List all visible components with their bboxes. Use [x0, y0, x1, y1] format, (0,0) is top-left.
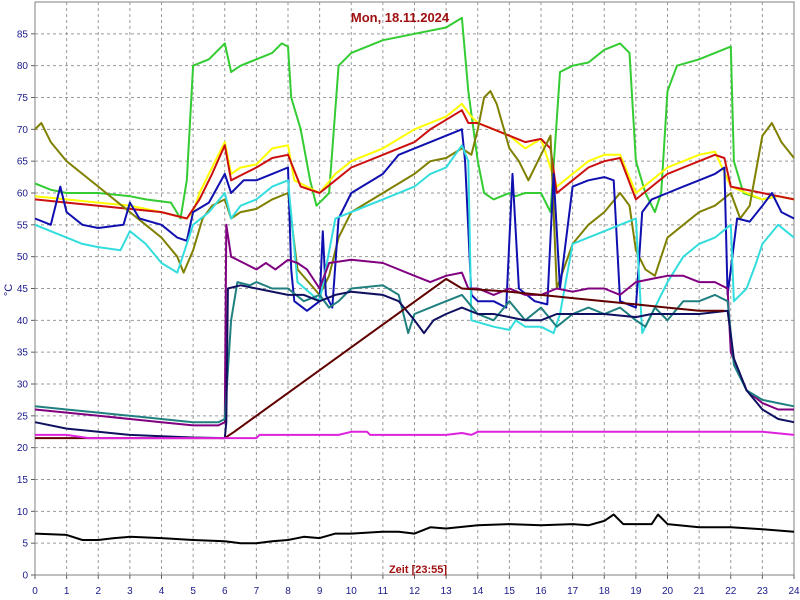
x-tick-label: 20 [662, 586, 674, 597]
series-line-9 [34, 284, 795, 440]
x-tick-label: 14 [472, 586, 484, 597]
x-tick-label: 9 [317, 586, 323, 597]
x-tick-labels: 0 1 2 3 4 5 6 7 8 9 10 11 12 13 14 15 16 17 18 19 20 21 22 23 24 [32, 575, 800, 597]
y-tick-label: 70 [17, 125, 29, 136]
x-axis-label: Zeit [23:55] [389, 564, 447, 576]
series-line-12 [34, 513, 795, 545]
y-tick-label: 85 [17, 29, 29, 40]
grid-lines [35, 2, 794, 575]
chart-title: Mon, 18.11.2024 [351, 10, 450, 25]
series-line-10 [35, 277, 725, 440]
x-tick-label: 3 [127, 586, 133, 597]
y-tick-label: 25 [17, 411, 29, 422]
x-tick-label: 17 [567, 586, 579, 597]
x-tick-label: 16 [535, 586, 547, 597]
x-tick-label: 22 [725, 586, 737, 597]
x-tick-label: 8 [285, 586, 291, 597]
x-tick-label: 23 [757, 586, 769, 597]
y-tick-label: 5 [22, 539, 28, 550]
x-tick-label: 4 [159, 586, 165, 597]
y-tick-label: 45 [17, 284, 29, 295]
y-tick-label: 15 [17, 475, 29, 486]
x-tick-label: 12 [409, 586, 421, 597]
series-line-3 [34, 109, 795, 220]
x-tick-label: 2 [95, 586, 101, 597]
series-line-7 [34, 223, 794, 427]
y-tick-label: 35 [17, 348, 29, 359]
series-line-4 [34, 90, 795, 296]
y-tick-label: 55 [17, 220, 29, 231]
x-tick-label: 5 [190, 586, 196, 597]
x-tick-label: 11 [378, 586, 389, 597]
y-tick-label: 20 [17, 443, 29, 454]
y-tick-labels: 0 5 10 15 20 25 30 35 40 45 50 55 60 65 70 75 80 85 [17, 29, 35, 582]
y-tick-label: 75 [17, 93, 29, 104]
series-line-1 [34, 16, 795, 220]
x-tick-label: 10 [346, 586, 358, 597]
x-tick-label: 1 [64, 586, 70, 597]
y-tick-label: 0 [22, 571, 28, 582]
x-tick-label: 18 [599, 586, 611, 597]
series-line-8 [34, 281, 795, 424]
series-line-2 [34, 102, 795, 220]
series-group [34, 16, 795, 545]
series-line-5 [34, 128, 795, 312]
y-tick-label: 65 [17, 157, 29, 168]
x-tick-label: 24 [788, 586, 800, 597]
x-tick-label: 0 [32, 586, 38, 597]
y-tick-label: 50 [17, 252, 29, 263]
y-tick-label: 40 [17, 316, 29, 327]
y-tick-label: 30 [17, 380, 29, 391]
series-line-11 [35, 430, 795, 440]
x-tick-label: 7 [254, 586, 260, 597]
x-tick-label: 19 [630, 586, 642, 597]
x-tick-label: 6 [222, 586, 228, 597]
y-tick-label: 10 [17, 507, 29, 518]
y-tick-label: 80 [17, 61, 29, 72]
y-tick-label: 60 [17, 189, 29, 200]
x-tick-label: 13 [441, 586, 453, 597]
series-line-6 [34, 144, 795, 335]
y-axis-label: °C [3, 284, 15, 296]
x-tick-label: 21 [694, 586, 706, 597]
x-tick-label: 15 [504, 586, 516, 597]
